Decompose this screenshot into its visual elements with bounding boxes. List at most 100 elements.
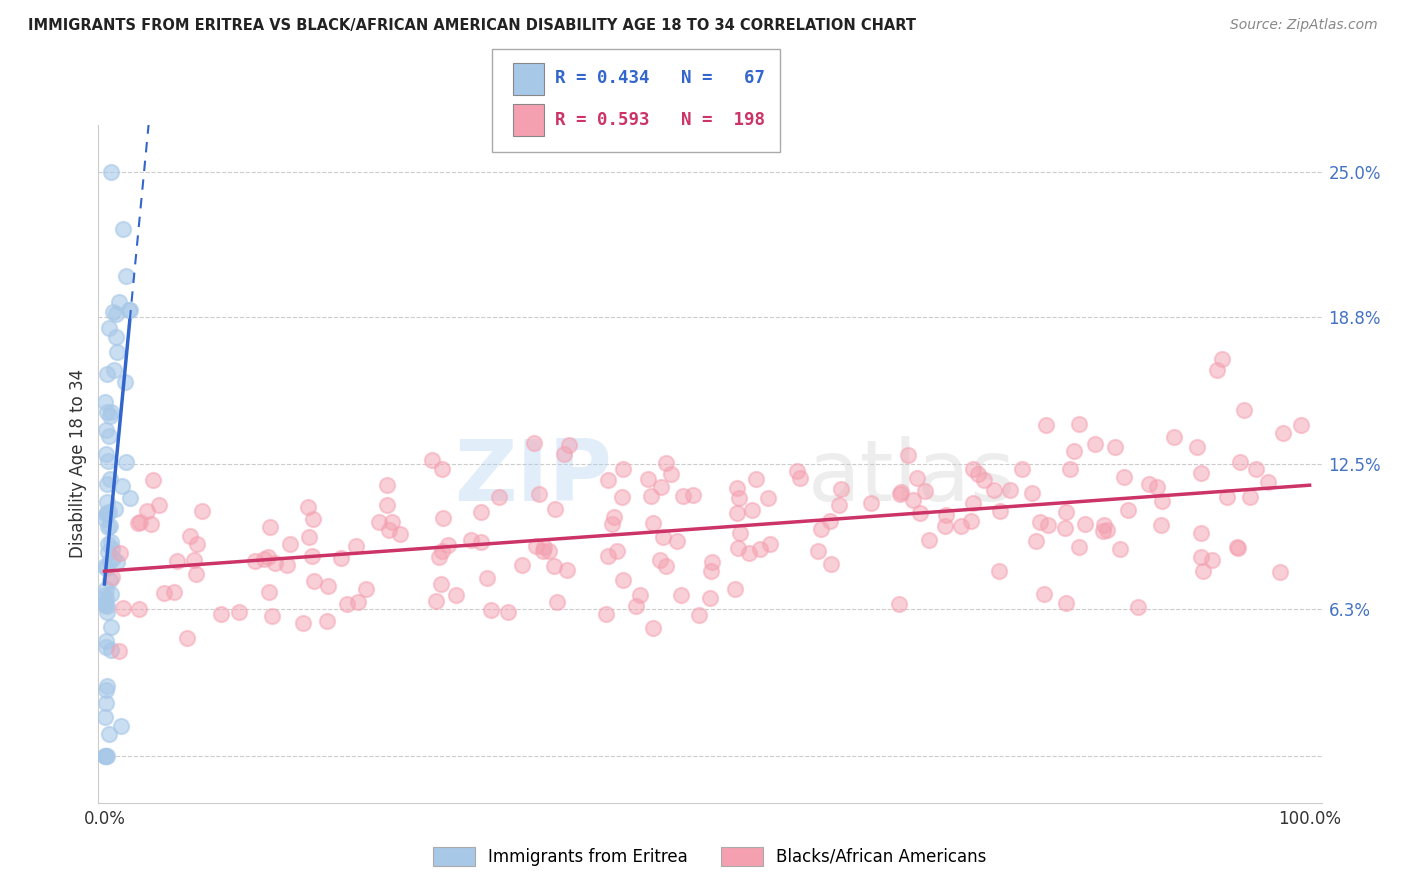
Point [596, 473, 619, 487]
Point [101, 305, 124, 319]
Point [94, 696, 117, 710]
Point [100, 643, 122, 657]
Point [758, 536, 780, 550]
Point [1114, 470, 1136, 484]
Point [100, 587, 122, 601]
Point [637, 472, 659, 486]
Point [93, 596, 115, 610]
Point [1126, 599, 1149, 614]
Point [96, 405, 118, 419]
Point [356, 582, 378, 597]
Point [368, 515, 391, 529]
Point [650, 480, 672, 494]
Point [425, 593, 447, 607]
Point [897, 448, 920, 462]
Point [111, 479, 134, 493]
Point [96, 495, 118, 509]
Point [959, 514, 981, 528]
Point [595, 607, 617, 621]
Point [375, 498, 398, 512]
Point [1201, 553, 1223, 567]
Point [136, 504, 159, 518]
Point [1084, 436, 1107, 450]
Point [98, 519, 121, 533]
Point [430, 461, 453, 475]
Point [1104, 440, 1126, 454]
Point [1216, 490, 1239, 504]
Point [101, 569, 124, 583]
Point [118, 302, 141, 317]
Point [553, 448, 575, 462]
Point [1000, 483, 1022, 497]
Point [94, 749, 117, 764]
Point [253, 551, 276, 566]
Point [669, 589, 692, 603]
Point [100, 164, 122, 178]
Point [1189, 466, 1212, 480]
Point [278, 537, 301, 551]
Point [100, 535, 122, 549]
Text: R = 0.434   N =   67: R = 0.434 N = 67 [555, 70, 765, 87]
Point [1233, 403, 1256, 417]
Text: R = 0.593   N =  198: R = 0.593 N = 198 [555, 112, 765, 129]
Point [1150, 494, 1173, 508]
Point [1035, 417, 1057, 432]
Point [651, 530, 673, 544]
Point [950, 518, 973, 533]
Point [655, 456, 678, 470]
Point [1038, 517, 1060, 532]
Point [702, 555, 724, 569]
Point [887, 598, 910, 612]
Point [97, 505, 120, 519]
Point [1054, 505, 1077, 519]
Point [527, 487, 550, 501]
Point [610, 490, 633, 504]
Point [1244, 461, 1267, 475]
Point [96, 507, 118, 521]
Point [738, 546, 761, 560]
Text: atlas: atlas [808, 436, 1017, 519]
Point [1189, 549, 1212, 564]
Point [1225, 540, 1247, 554]
Point [908, 506, 931, 520]
Point [786, 464, 808, 478]
Point [1229, 455, 1251, 469]
Point [330, 550, 353, 565]
Point [98, 472, 121, 486]
Point [1227, 541, 1250, 555]
Point [97, 537, 120, 551]
Point [209, 607, 232, 622]
Point [889, 487, 911, 501]
Point [96, 679, 118, 693]
Point [962, 496, 984, 510]
Point [179, 529, 201, 543]
Point [728, 491, 751, 506]
Point [1257, 475, 1279, 489]
Point [94, 423, 117, 437]
Point [524, 539, 547, 553]
Point [727, 481, 749, 495]
Point [641, 516, 664, 530]
Point [228, 606, 250, 620]
Point [650, 553, 672, 567]
Point [1059, 462, 1081, 476]
Point [98, 429, 121, 443]
Point [745, 472, 768, 486]
Point [1054, 521, 1077, 535]
Point [860, 496, 883, 510]
Point [546, 595, 568, 609]
Point [128, 602, 150, 616]
Point [914, 484, 936, 499]
Point [142, 473, 165, 487]
Point [682, 488, 704, 502]
Point [176, 631, 198, 645]
Point [375, 477, 398, 491]
Point [555, 563, 578, 577]
Point [430, 544, 453, 558]
Point [741, 503, 763, 517]
Point [962, 461, 984, 475]
Point [479, 603, 502, 617]
Point [988, 564, 1011, 578]
Point [1187, 441, 1209, 455]
Point [297, 500, 319, 515]
